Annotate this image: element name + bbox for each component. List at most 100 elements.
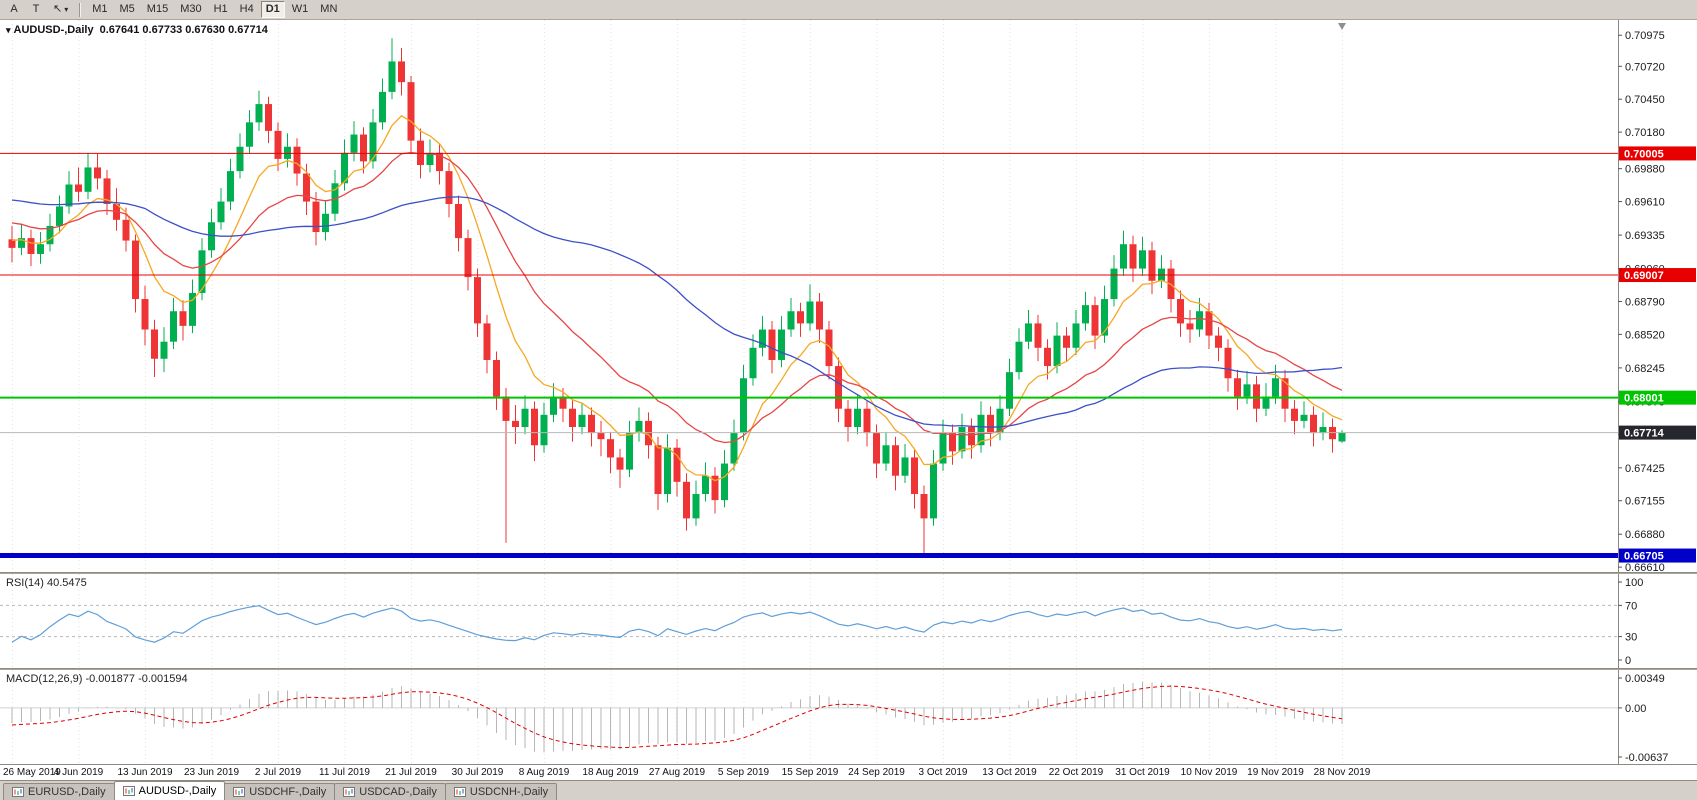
date-label: 3 Oct 2019	[918, 767, 968, 778]
timeframe-button-m5[interactable]: M5	[115, 1, 140, 18]
timeframe-button-mn[interactable]: MN	[315, 1, 342, 18]
rsi-svg[interactable]: 100 70 30 0	[0, 574, 1697, 668]
macd-label: MACD(12,26,9) -0.001877 -0.001594	[6, 673, 188, 685]
time-axis[interactable]: 26 May 2019 4 Jun 2019 13 Jun 2019 23 Jun 2…	[0, 764, 1697, 780]
medium-ma-line	[11, 151, 1343, 444]
svg-text:0.00349: 0.00349	[1625, 673, 1665, 685]
svg-text:0.67714: 0.67714	[1624, 428, 1665, 440]
main-chart-pane[interactable]: 0.70975 0.70720 0.70450 0.70180 0.69880 0.696…	[0, 20, 1697, 572]
date-label: 21 Jul 2019	[385, 767, 437, 778]
symbol-timeframe-label: AUDUSD-,Daily	[13, 24, 94, 36]
rsi-line	[11, 605, 1343, 643]
date-label: 30 Jul 2019	[451, 767, 504, 778]
timeframe-button-m30[interactable]: M30	[175, 1, 206, 18]
level-lines[interactable]	[0, 152, 1618, 559]
date-label: 19 Nov 2019	[1247, 767, 1304, 778]
tab-label: EURUSD-,Daily	[28, 786, 106, 798]
toolbar-button-a[interactable]: A	[4, 1, 24, 18]
timeframe-button-m15[interactable]: M15	[142, 1, 173, 18]
moving-averages	[11, 114, 1343, 482]
macd-histogram	[11, 681, 1343, 753]
macd-pane[interactable]: 0.00349 0.00 -0.00637 MACD(12,26,9) -0.001…	[0, 670, 1697, 764]
draw-tool-button[interactable]: ↖ ▾	[48, 1, 73, 18]
rsi-pane[interactable]: 100 70 30 0 RSI(14) 40.5475	[0, 574, 1697, 668]
date-label: 15 Sep 2019	[781, 767, 839, 778]
toolbar-separator	[79, 2, 82, 17]
timeframe-buttons: M1 M5 M15 M30 H1 H4 D1 W1 MN	[86, 1, 343, 18]
arrow-cursor-icon: ↖	[53, 3, 63, 15]
chevron-down-icon: ▾	[64, 5, 69, 14]
svg-text:-0.00637: -0.00637	[1625, 752, 1668, 764]
svg-text:0.68520: 0.68520	[1625, 329, 1665, 341]
date-label: 11 Jul 2019	[319, 767, 370, 778]
timeframe-button-d1[interactable]: D1	[260, 1, 285, 18]
date-label: 13 Jun 2019	[117, 767, 173, 778]
timeframe-button-h1[interactable]: H1	[209, 1, 233, 18]
toolbar-button-t[interactable]: T	[26, 1, 46, 18]
svg-text:0.70005: 0.70005	[1624, 148, 1664, 160]
tab-label: USDCAD-,Daily	[359, 786, 437, 798]
svg-text:0.00: 0.00	[1625, 703, 1646, 715]
pane-separator[interactable]	[0, 572, 1697, 574]
date-label: 26 May 2019	[3, 767, 61, 778]
main-chart-svg[interactable]: 0.70975 0.70720 0.70450 0.70180 0.69880 0.696…	[0, 20, 1697, 572]
svg-text:0.70450: 0.70450	[1625, 94, 1665, 106]
symbol-marker-icon: ▾	[6, 25, 11, 35]
price-tag[interactable]: 0.68001	[1619, 390, 1696, 405]
price-tag[interactable]: 0.66705	[1619, 548, 1696, 563]
date-label: 8 Aug 2019	[518, 767, 570, 778]
macd-signal-line	[11, 685, 1343, 749]
candles	[8, 38, 1346, 556]
tab-label: USDCNH-,Daily	[469, 786, 549, 798]
date-label: 23 Jun 2019	[183, 767, 240, 778]
price-axis-labels: 0.70975 0.70720 0.70450 0.70180 0.69880 0.696…	[1618, 30, 1665, 572]
date-label: 22 Oct 2019	[1048, 767, 1104, 778]
price-tag[interactable]: 0.70005	[1619, 146, 1696, 161]
svg-text:0.69007: 0.69007	[1624, 270, 1664, 282]
svg-text:0.69880: 0.69880	[1625, 164, 1665, 176]
svg-text:100: 100	[1625, 577, 1643, 589]
chart-shift-marker-icon[interactable]	[1338, 23, 1346, 30]
date-label: 13 Oct 2019	[982, 767, 1037, 778]
date-label: 2 Jul 2019	[254, 767, 302, 778]
chart-tabs-bar: EURUSD-,Daily AUDUSD-,Daily USDCHF-,Daily U…	[0, 780, 1697, 800]
svg-text:0.70720: 0.70720	[1625, 61, 1665, 73]
macd-axis-labels: 0.00349 0.00 -0.00637	[1618, 673, 1668, 764]
chart-tab-usdcnh[interactable]: USDCNH-,Daily	[444, 783, 558, 800]
svg-text:30: 30	[1625, 632, 1637, 644]
chart-title: ▾ AUDUSD-,Daily 0.67641 0.67733 0.67630 0.…	[6, 24, 268, 36]
price-tag[interactable]: 0.67714	[1619, 425, 1696, 440]
chart-tab-usdcad[interactable]: USDCAD-,Daily	[334, 783, 446, 800]
fast-ma-line	[11, 114, 1343, 482]
mini-chart-icon	[122, 786, 135, 796]
date-label: 18 Aug 2019	[582, 767, 639, 778]
date-label: 10 Nov 2019	[1180, 767, 1238, 778]
pane-separator[interactable]	[0, 668, 1697, 670]
svg-text:0.69335: 0.69335	[1625, 230, 1665, 242]
macd-svg[interactable]: 0.00349 0.00 -0.00637	[0, 670, 1697, 764]
mini-chart-icon	[343, 787, 356, 797]
chart-tab-eurusd[interactable]: EURUSD-,Daily	[3, 783, 115, 800]
svg-text:0.68245: 0.68245	[1625, 363, 1665, 375]
chart-tab-usdchf[interactable]: USDCHF-,Daily	[224, 783, 336, 800]
mini-chart-icon	[12, 787, 24, 797]
svg-text:0.68001: 0.68001	[1624, 393, 1664, 405]
chart-tab-audusd[interactable]: AUDUSD-,Daily	[113, 781, 226, 800]
date-label: 4 Jun 2019	[53, 767, 104, 778]
timeframe-button-w1[interactable]: W1	[287, 1, 314, 18]
timeframe-button-m1[interactable]: M1	[87, 1, 112, 18]
rsi-level-lines	[0, 604, 1618, 638]
tab-label: USDCHF-,Daily	[249, 786, 327, 798]
slow-ma-line	[11, 196, 1343, 428]
date-label: 5 Sep 2019	[717, 767, 770, 778]
date-label: 24 Sep 2019	[848, 767, 905, 778]
date-label: 27 Aug 2019	[648, 767, 706, 778]
ohlc-quote: 0.67641 0.67733 0.67630 0.67714	[99, 24, 268, 36]
timeframe-button-h4[interactable]: H4	[235, 1, 259, 18]
price-tag[interactable]: 0.69007	[1619, 268, 1696, 283]
date-label: 31 Oct 2019	[1115, 767, 1170, 778]
svg-text:0.70180: 0.70180	[1625, 127, 1665, 139]
svg-text:0.66880: 0.66880	[1625, 529, 1665, 541]
